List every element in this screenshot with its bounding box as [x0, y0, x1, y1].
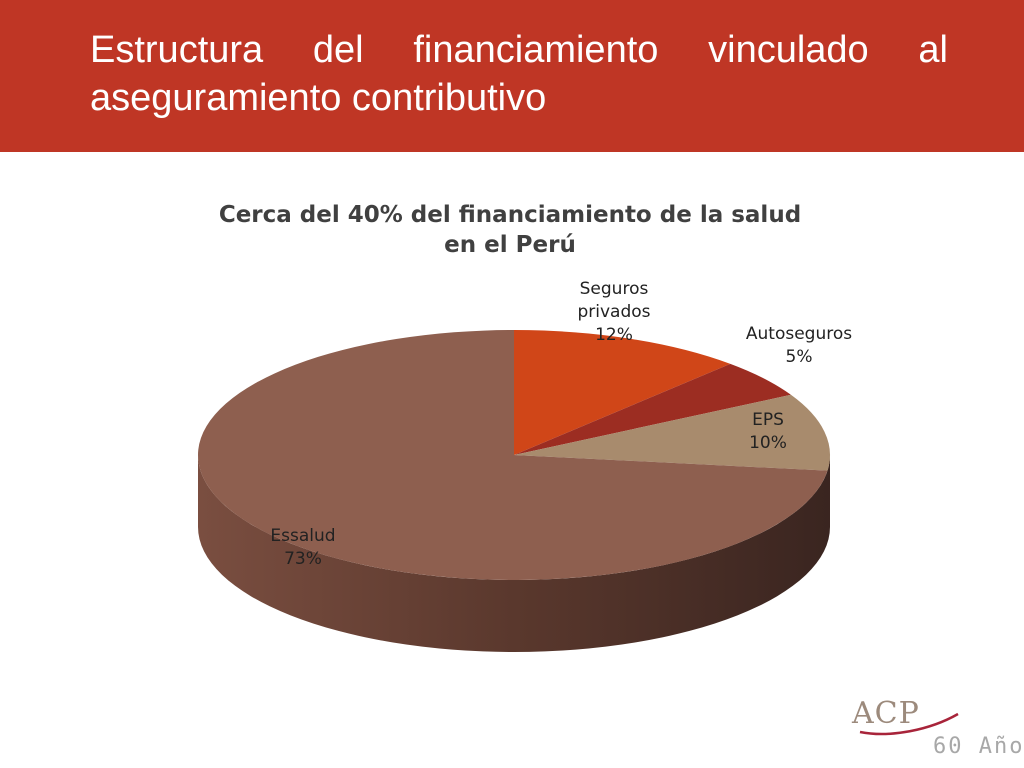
chart-title: Cerca del 40% del financiamiento de la s…	[200, 200, 820, 260]
chart-title-line-1: Cerca del 40% del financiamiento de la s…	[218, 202, 802, 228]
acp-logo-swoosh	[859, 712, 959, 736]
pie-side-band	[198, 455, 830, 652]
pie-slice-seguros-privados	[514, 330, 731, 455]
acp-logo: ACP	[852, 696, 920, 731]
slice-label-autoseguros: Autoseguros 5%	[746, 324, 852, 367]
slice-label-eps: EPS 10%	[749, 410, 787, 453]
footer-anniversary-text: 60 Años	[933, 734, 1024, 759]
pie-slice-autoseguros	[514, 363, 791, 455]
slice-label-seguros-privados: Seguros privados 12%	[577, 279, 650, 345]
slide-title: Estructura del financiamiento vinculado …	[90, 29, 948, 119]
pie-slice-eps	[514, 394, 830, 471]
chart-title-line-2: en el Perú	[444, 232, 576, 258]
slide-header: Estructura del financiamiento vinculado …	[0, 0, 1024, 152]
slice-label-essalud: Essalud 73%	[270, 526, 335, 569]
pie-slice-essalud	[198, 330, 828, 580]
